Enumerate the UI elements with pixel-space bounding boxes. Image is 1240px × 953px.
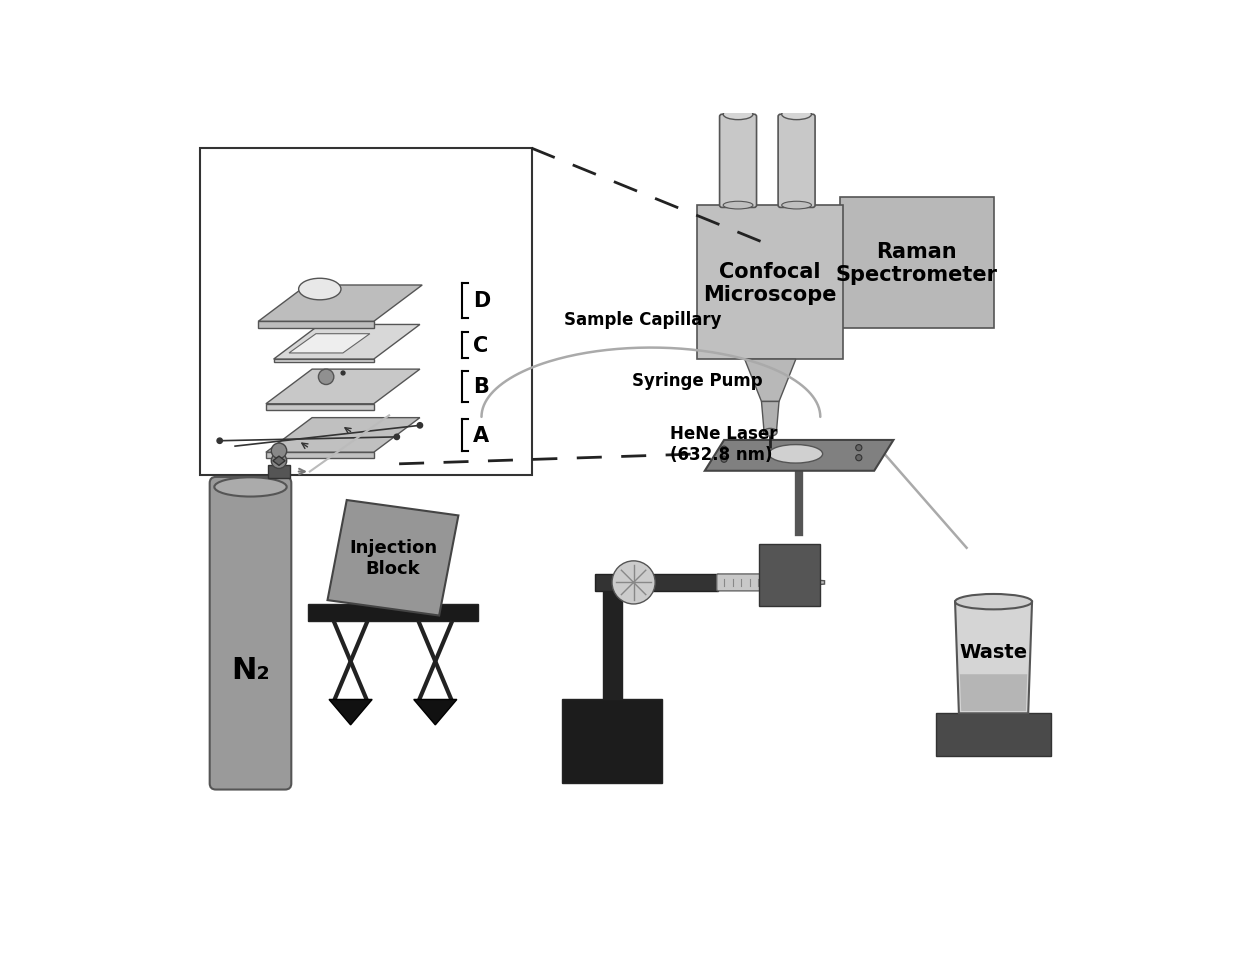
Text: Sample Capillary: Sample Capillary <box>564 311 722 329</box>
Circle shape <box>856 456 862 461</box>
Circle shape <box>856 445 862 452</box>
FancyBboxPatch shape <box>563 699 662 783</box>
Circle shape <box>720 456 727 463</box>
Ellipse shape <box>723 202 753 210</box>
Ellipse shape <box>299 279 341 300</box>
Polygon shape <box>265 453 373 459</box>
Circle shape <box>217 438 222 444</box>
Text: Injection
Block: Injection Block <box>348 538 436 578</box>
Text: A: A <box>472 425 489 445</box>
Text: D: D <box>472 291 490 311</box>
Circle shape <box>319 370 334 385</box>
Text: Syringe Pump: Syringe Pump <box>632 372 763 389</box>
Polygon shape <box>955 602 1032 714</box>
FancyBboxPatch shape <box>210 477 291 790</box>
FancyBboxPatch shape <box>936 714 1052 756</box>
Circle shape <box>720 447 727 453</box>
Ellipse shape <box>764 429 777 436</box>
Polygon shape <box>265 418 420 453</box>
Polygon shape <box>804 579 825 586</box>
FancyBboxPatch shape <box>603 576 622 699</box>
Ellipse shape <box>723 110 753 120</box>
FancyBboxPatch shape <box>697 206 843 359</box>
FancyBboxPatch shape <box>595 575 718 591</box>
Ellipse shape <box>215 477 286 497</box>
Circle shape <box>272 443 286 459</box>
Circle shape <box>613 561 655 604</box>
Polygon shape <box>704 440 894 472</box>
Text: Confocal
Microscope: Confocal Microscope <box>703 261 837 304</box>
Polygon shape <box>274 359 373 363</box>
Ellipse shape <box>781 202 811 210</box>
Text: N₂: N₂ <box>231 655 270 684</box>
FancyBboxPatch shape <box>717 575 805 591</box>
Text: HeNe Laser
(632.8 nm): HeNe Laser (632.8 nm) <box>670 425 777 464</box>
Bar <box>201 149 532 476</box>
Polygon shape <box>265 404 373 411</box>
FancyBboxPatch shape <box>759 544 821 606</box>
Polygon shape <box>745 359 796 402</box>
Text: B: B <box>472 377 489 397</box>
FancyBboxPatch shape <box>839 198 993 329</box>
Polygon shape <box>414 700 456 725</box>
Polygon shape <box>761 402 779 433</box>
FancyBboxPatch shape <box>719 115 756 208</box>
Circle shape <box>341 372 345 375</box>
Circle shape <box>417 423 423 429</box>
FancyBboxPatch shape <box>309 604 477 621</box>
Polygon shape <box>289 335 370 354</box>
Ellipse shape <box>769 445 822 463</box>
Circle shape <box>272 454 286 469</box>
Polygon shape <box>273 456 285 466</box>
Polygon shape <box>274 325 420 359</box>
Text: Raman
Spectrometer: Raman Spectrometer <box>836 242 997 285</box>
Circle shape <box>394 435 399 440</box>
Polygon shape <box>327 500 459 616</box>
Polygon shape <box>329 700 372 725</box>
FancyBboxPatch shape <box>779 115 815 208</box>
Polygon shape <box>265 370 420 404</box>
Text: Waste: Waste <box>960 642 1028 661</box>
FancyBboxPatch shape <box>268 466 290 478</box>
Ellipse shape <box>781 110 811 120</box>
Polygon shape <box>960 675 1027 711</box>
Ellipse shape <box>955 595 1032 610</box>
Polygon shape <box>258 286 422 322</box>
Polygon shape <box>258 322 373 328</box>
Text: C: C <box>472 335 489 355</box>
